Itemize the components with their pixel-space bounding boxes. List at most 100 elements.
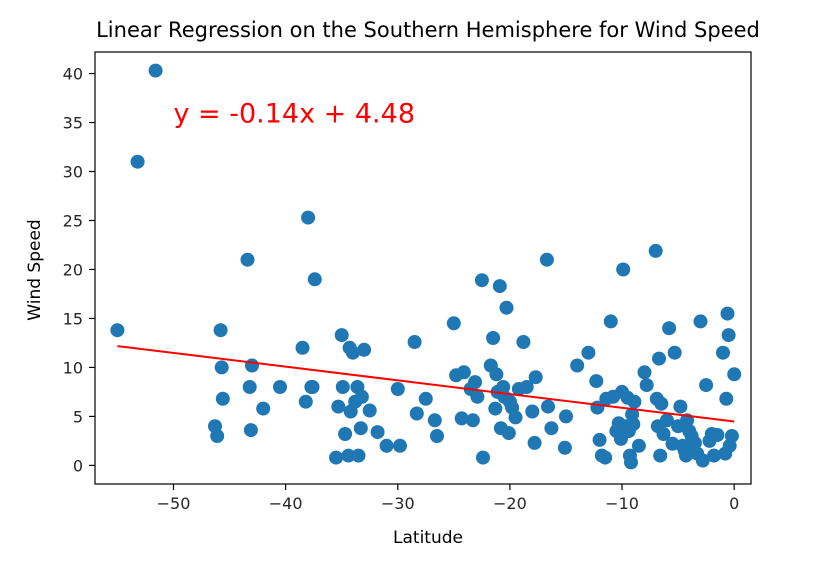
data-point [699,378,714,393]
x-tick-label: −40 [269,494,303,513]
data-point [603,314,618,329]
data-point [727,367,742,382]
data-point [243,423,258,438]
x-tick-label: −50 [157,494,191,513]
axes: −50 −40 −30 −20 −10 0 0 5 10 15 20 25 30 35 40 [63,51,752,513]
data-point [465,413,480,428]
data-point [488,401,503,416]
data-point [334,328,349,343]
data-point [525,404,540,419]
data-point [245,358,259,373]
x-tick-label: −20 [493,494,527,513]
y-tick-label: 10 [63,358,83,377]
data-point [716,345,730,360]
data-point [679,448,693,463]
data-point [474,273,489,288]
data-point [427,413,442,428]
data-point [456,365,471,380]
regression-equation: y = -0.14x + 4.48 [173,99,415,130]
data-point [390,382,405,396]
y-tick-label: 40 [63,65,83,84]
y-axis-label: Wind Speed [25,219,45,320]
y-tick-label: 30 [63,163,83,182]
data-point [687,435,702,450]
data-point [720,306,735,321]
data-point [305,380,320,394]
data-point [656,427,671,441]
data-point [307,272,322,287]
data-point [295,340,310,355]
chart-title: Linear Regression on the Southern Hemisp… [96,18,760,42]
data-point [341,448,356,463]
data-point [624,455,638,470]
data-point [653,448,668,463]
data-point [544,421,559,436]
data-point [631,438,646,453]
data-point [724,429,739,443]
data-point [370,425,385,440]
data-point [329,450,344,465]
data-point [331,399,346,414]
data-point [273,380,287,394]
regression-line [117,345,735,423]
data-point [527,435,542,450]
data-point [353,421,368,436]
data-point [298,394,313,409]
x-tick-label: −30 [381,494,415,513]
data-point [652,351,666,366]
data-point [637,365,652,380]
plot-area [110,63,742,470]
data-point [719,391,734,406]
data-point [454,411,469,426]
data-point [301,210,316,225]
data-point [589,374,604,389]
data-point [351,448,366,463]
data-point [242,380,257,394]
data-point [468,375,483,390]
data-point [721,328,736,343]
data-point [407,335,422,349]
data-point [470,389,485,404]
data-point [695,453,710,468]
y-tick-label: 15 [63,309,83,328]
data-point [539,252,554,267]
data-point [654,396,669,411]
data-point [148,63,163,78]
y-tick-label: 20 [63,260,83,279]
data-point [210,429,225,443]
data-point [335,380,350,394]
data-point [430,429,444,443]
x-tick-label: −10 [605,494,639,513]
data-point [710,428,725,442]
data-point [492,279,507,294]
data-point [627,394,642,409]
data-point [215,391,230,406]
data-point [598,450,613,465]
data-point [357,342,372,357]
data-point [130,154,145,169]
data-point [393,438,407,453]
data-point [256,401,271,416]
data-point [581,345,596,360]
data-point [592,432,607,447]
data-point [528,370,543,385]
data-point [338,427,353,441]
data-point [362,403,377,418]
data-point [354,389,369,404]
data-point [662,321,677,336]
x-axis-label: Latitude [393,528,463,548]
y-tick-label: 35 [63,114,83,133]
data-point [409,406,424,421]
data-point [616,262,631,277]
data-point [667,345,682,360]
data-point [501,426,516,441]
data-point [213,323,228,338]
data-point [570,358,585,373]
y-tick-label: 25 [63,211,83,230]
data-point [499,300,514,315]
y-tick-label: 5 [73,407,83,426]
data-point [626,417,641,432]
data-point [345,345,360,360]
